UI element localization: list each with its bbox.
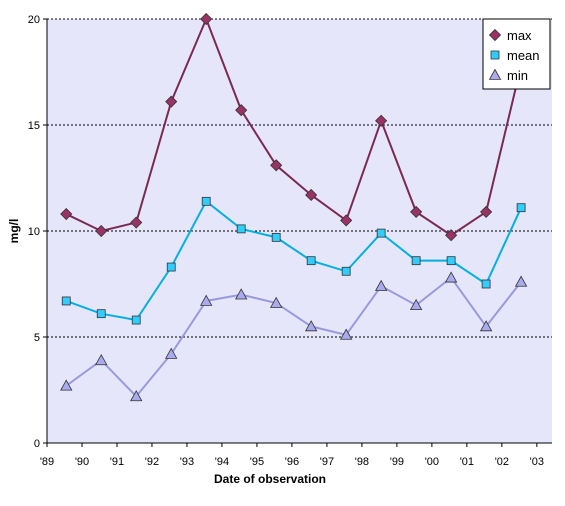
point-mean-13 — [516, 203, 526, 213]
point-mean-8 — [341, 266, 351, 276]
point-min-12 — [479, 320, 493, 332]
legend-marker-max — [488, 28, 502, 42]
x-tick-label-4: '93 — [180, 456, 194, 468]
point-max-12 — [480, 205, 493, 218]
legend-label-mean: mean — [507, 48, 540, 63]
x-tick-label-6: '95 — [250, 456, 264, 468]
point-mean-5 — [236, 224, 246, 234]
point-max-5 — [235, 104, 248, 117]
point-min-2 — [130, 390, 143, 402]
grid-lines — [47, 18, 552, 338]
x-tick-label-11: '00 — [425, 456, 439, 468]
series-min — [60, 271, 528, 402]
x-tick-label-12: '01 — [460, 456, 474, 468]
point-mean-6 — [271, 232, 281, 242]
point-min-9 — [374, 279, 388, 291]
y-tick-label-3: 15 — [28, 120, 40, 132]
point-min-5 — [235, 288, 248, 300]
point-mean-7 — [306, 256, 316, 266]
point-max-9 — [375, 114, 388, 127]
legend: max mean min — [482, 18, 551, 90]
legend-label-min: min — [507, 68, 528, 83]
point-max-7 — [305, 188, 318, 202]
x-tick-label-13: '02 — [495, 456, 509, 468]
x-tick-label-10: '99 — [390, 456, 404, 468]
y-axis-title: mg/l — [7, 219, 21, 244]
y-tick-labels: 0 5 10 15 20 — [28, 14, 40, 450]
point-min-8 — [339, 328, 353, 340]
point-max-2 — [130, 216, 143, 229]
point-mean-9 — [376, 228, 386, 238]
point-mean-12 — [481, 279, 491, 289]
point-mean-1 — [96, 309, 106, 319]
point-min-3 — [165, 347, 178, 359]
legend-label-max: max — [507, 28, 532, 43]
axes — [43, 18, 552, 447]
point-mean-11 — [446, 256, 456, 266]
point-max-1 — [95, 224, 108, 238]
point-min-0 — [60, 379, 73, 391]
point-mean-3 — [166, 262, 176, 272]
y-tick-label-4: 20 — [28, 14, 40, 26]
series-line-max — [65, 16, 523, 237]
point-min-1 — [95, 353, 108, 366]
point-mean-4 — [201, 196, 211, 206]
point-min-10 — [409, 298, 423, 311]
legend-marker-min — [488, 68, 502, 80]
point-max-11 — [445, 229, 458, 242]
y-tick-label-1: 5 — [34, 332, 40, 344]
point-mean-10 — [411, 256, 421, 266]
point-max-6 — [270, 159, 283, 172]
x-tick-label-5: '94 — [215, 456, 229, 468]
point-mean-0 — [61, 296, 71, 306]
y-tick-label-0: 0 — [34, 438, 40, 450]
point-max-8 — [340, 214, 353, 227]
x-axis-title: Date of observation — [214, 472, 326, 486]
point-max-0 — [60, 207, 73, 221]
legend-marker-mean — [490, 50, 500, 60]
point-max-4 — [200, 12, 213, 26]
x-tick-label-3: '92 — [145, 456, 159, 468]
x-tick-label-14: '03 — [530, 456, 544, 468]
x-tick-label-9: '98 — [355, 456, 369, 468]
x-tick-label-8: '97 — [320, 456, 334, 468]
series-mean — [61, 196, 526, 325]
point-min-13 — [514, 275, 528, 287]
x-tick-label-2: '91 — [110, 456, 124, 468]
x-tick-label-7: '96 — [285, 456, 299, 468]
point-mean-2 — [131, 315, 141, 325]
series-line-mean — [65, 199, 523, 322]
point-min-4 — [200, 294, 213, 306]
point-max-3 — [165, 95, 178, 108]
x-tick-labels: '89 '90 '91 '92 '93 '94 '95 '96 '97 '98 '99 '00 '01 '… — [40, 456, 544, 468]
y-tick-label-2: 10 — [28, 226, 40, 238]
point-min-11 — [444, 271, 458, 283]
point-min-7 — [304, 320, 318, 332]
x-tick-label-0: '89 — [40, 456, 54, 468]
point-max-10 — [410, 205, 423, 218]
x-tick-label-1: '90 — [75, 456, 89, 468]
point-min-6 — [270, 296, 283, 308]
